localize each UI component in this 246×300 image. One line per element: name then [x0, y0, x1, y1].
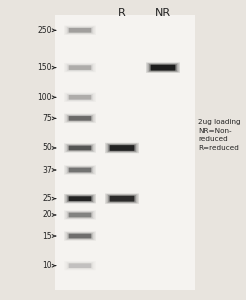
FancyBboxPatch shape	[68, 167, 92, 172]
FancyBboxPatch shape	[68, 116, 92, 121]
FancyBboxPatch shape	[65, 114, 94, 122]
FancyBboxPatch shape	[68, 146, 92, 151]
FancyBboxPatch shape	[109, 196, 135, 202]
FancyBboxPatch shape	[68, 95, 92, 100]
FancyBboxPatch shape	[69, 28, 91, 33]
FancyBboxPatch shape	[107, 194, 138, 203]
FancyBboxPatch shape	[69, 168, 91, 172]
FancyBboxPatch shape	[64, 143, 96, 153]
FancyBboxPatch shape	[69, 213, 91, 217]
Text: 25: 25	[42, 194, 52, 203]
FancyBboxPatch shape	[107, 143, 138, 152]
FancyBboxPatch shape	[148, 63, 179, 72]
FancyBboxPatch shape	[69, 234, 91, 238]
FancyBboxPatch shape	[69, 65, 91, 70]
FancyBboxPatch shape	[67, 94, 93, 101]
FancyBboxPatch shape	[105, 143, 139, 153]
FancyBboxPatch shape	[69, 146, 91, 150]
FancyBboxPatch shape	[64, 165, 96, 175]
FancyBboxPatch shape	[65, 211, 94, 219]
FancyBboxPatch shape	[68, 212, 92, 217]
FancyBboxPatch shape	[67, 145, 93, 151]
Text: 75: 75	[42, 114, 52, 123]
FancyBboxPatch shape	[68, 28, 92, 33]
Text: 15: 15	[42, 232, 52, 241]
FancyBboxPatch shape	[65, 232, 94, 240]
Bar	[55, 15, 195, 290]
FancyBboxPatch shape	[68, 196, 92, 201]
FancyBboxPatch shape	[64, 114, 96, 123]
Text: NR: NR	[155, 8, 171, 18]
Text: 100: 100	[37, 93, 52, 102]
Text: 37: 37	[42, 166, 52, 175]
FancyBboxPatch shape	[67, 64, 93, 71]
FancyBboxPatch shape	[64, 194, 96, 203]
FancyBboxPatch shape	[65, 144, 94, 152]
FancyBboxPatch shape	[108, 195, 136, 202]
FancyBboxPatch shape	[151, 65, 175, 70]
FancyBboxPatch shape	[110, 196, 134, 202]
FancyBboxPatch shape	[64, 231, 96, 241]
FancyBboxPatch shape	[68, 233, 92, 238]
FancyBboxPatch shape	[67, 195, 93, 202]
Text: 150: 150	[37, 63, 52, 72]
Text: 10: 10	[42, 261, 52, 270]
FancyBboxPatch shape	[67, 233, 93, 239]
FancyBboxPatch shape	[67, 167, 93, 173]
FancyBboxPatch shape	[110, 145, 134, 151]
FancyBboxPatch shape	[65, 166, 94, 174]
FancyBboxPatch shape	[69, 95, 91, 100]
Text: 50: 50	[42, 143, 52, 152]
Text: 20: 20	[42, 211, 52, 220]
FancyBboxPatch shape	[146, 62, 180, 73]
FancyBboxPatch shape	[68, 65, 92, 70]
FancyBboxPatch shape	[69, 116, 91, 121]
FancyBboxPatch shape	[69, 263, 91, 268]
FancyBboxPatch shape	[149, 64, 177, 71]
FancyBboxPatch shape	[67, 27, 93, 34]
FancyBboxPatch shape	[67, 115, 93, 122]
FancyBboxPatch shape	[69, 196, 91, 201]
FancyBboxPatch shape	[151, 64, 175, 70]
FancyBboxPatch shape	[109, 145, 135, 151]
FancyBboxPatch shape	[105, 194, 139, 204]
Text: 2ug loading
NR=Non-
reduced
R=reduced: 2ug loading NR=Non- reduced R=reduced	[198, 119, 241, 151]
FancyBboxPatch shape	[108, 144, 136, 152]
FancyBboxPatch shape	[67, 212, 93, 218]
Text: 250: 250	[37, 26, 52, 35]
FancyBboxPatch shape	[65, 195, 94, 203]
Text: R: R	[118, 8, 126, 18]
